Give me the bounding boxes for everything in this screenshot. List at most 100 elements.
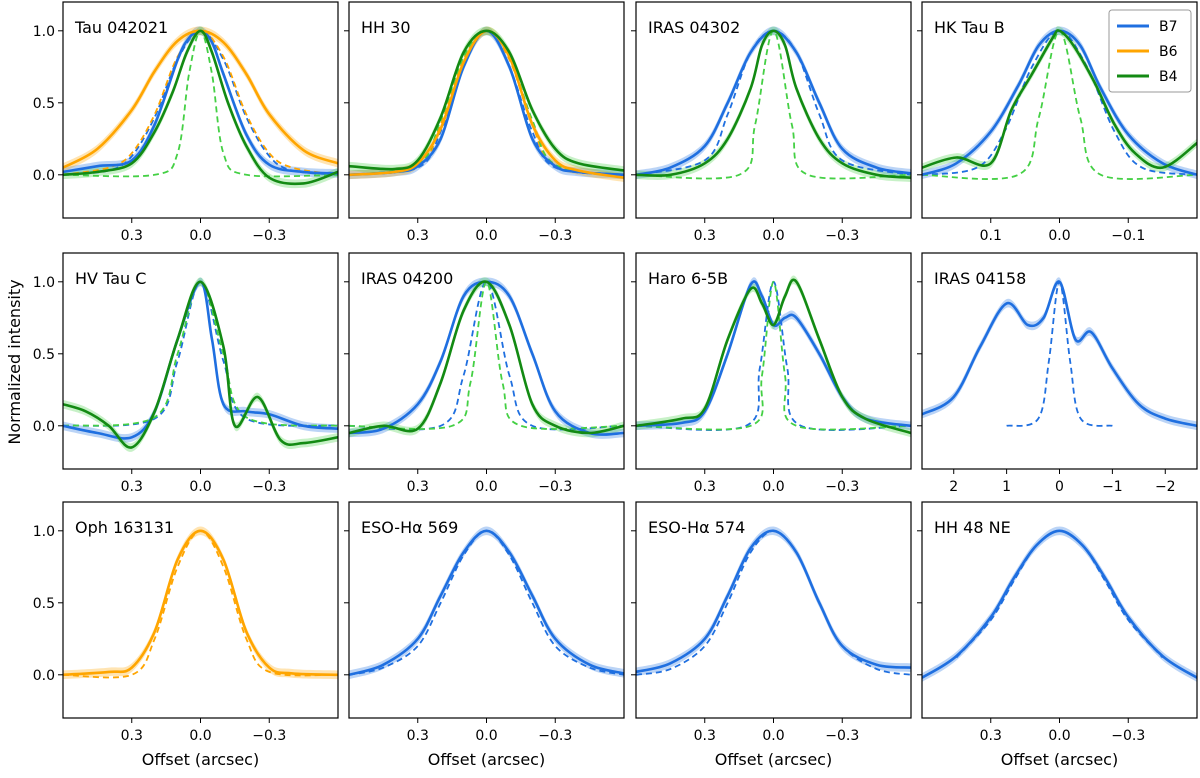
band-b6	[63, 26, 338, 172]
x-tick-label: 0.3	[121, 479, 143, 495]
x-tick-label: −0.3	[252, 228, 286, 244]
plot-area	[636, 526, 911, 677]
panel-5: 0.3 0.0 −0.3 IRAS 04200	[344, 252, 625, 495]
x-tick-label: −2	[1155, 479, 1176, 495]
beam-b7	[922, 29, 1197, 176]
panels-grid: 0.0 0.5 1.0 0.3 0.0 −0.3 Tau 042021 0.3 0.0 −0.3 H…	[33, 1, 1198, 769]
beam-b7	[349, 529, 624, 676]
x-tick-label: 0.0	[762, 479, 784, 495]
series-b4	[636, 29, 911, 179]
beam-b4	[636, 280, 911, 431]
y-tick-label: 0.5	[33, 96, 55, 112]
plot-area	[63, 26, 338, 189]
x-tick-label: 0.3	[407, 228, 429, 244]
panel-3: 0.1 0.0 −0.1 HK Tau B B7 B6 B4	[917, 1, 1198, 244]
panel-11: 0.3 0.0 −0.3 HH 48 NE Offset (arcsec)	[917, 501, 1198, 769]
series-b4	[349, 280, 624, 435]
x-tick-label: 0.3	[121, 728, 143, 744]
legend-label-b4: B4	[1159, 69, 1178, 85]
plot-area	[636, 26, 911, 182]
y-tick-label: 0.0	[33, 668, 55, 684]
beam-b6	[349, 29, 624, 176]
beam-b4	[349, 29, 624, 176]
x-tick-label: 0.0	[475, 228, 497, 244]
panel-0: 0.0 0.5 1.0 0.3 0.0 −0.3 Tau 042021	[33, 1, 339, 244]
beam-b7	[1006, 280, 1113, 427]
x-tick-label: −0.3	[825, 479, 859, 495]
x-tick-label: −0.3	[538, 728, 572, 744]
band-b4	[636, 26, 911, 182]
beam-b7	[63, 29, 338, 176]
plot-area	[636, 275, 911, 438]
x-tick-label: −0.3	[825, 228, 859, 244]
x-tick-label: 0.0	[475, 479, 497, 495]
x-tick-label: 0.0	[762, 228, 784, 244]
panel-1: 0.3 0.0 −0.3 HH 30	[344, 1, 625, 244]
band-b7	[349, 526, 624, 680]
band-b7	[636, 277, 911, 431]
panel-10: 0.3 0.0 −0.3 ESO-Hα 574 Offset (arcsec)	[631, 501, 912, 769]
panel-title: HH 48 NE	[934, 518, 1011, 537]
panel-title: Oph 163131	[75, 518, 174, 537]
x-tick-label: −0.3	[538, 228, 572, 244]
x-tick-label: 0.0	[189, 479, 211, 495]
series-b4	[349, 29, 624, 172]
beam-b4	[349, 280, 624, 430]
legend-label-b7: B7	[1159, 19, 1178, 35]
x-axis-label: Offset (arcsec)	[428, 750, 545, 769]
x-tick-label: 1	[1002, 479, 1011, 495]
panel-title: Tau 042021	[74, 18, 168, 37]
series-b7	[636, 529, 911, 674]
beam-b7	[349, 29, 624, 176]
x-tick-label: 0.3	[407, 728, 429, 744]
y-tick-label: 0.5	[33, 596, 55, 612]
x-tick-label: 0.0	[1048, 728, 1070, 744]
x-tick-label: 0.0	[189, 728, 211, 744]
panel-title: IRAS 04302	[648, 18, 740, 37]
series-b7	[349, 280, 624, 436]
x-tick-label: −0.3	[1111, 728, 1145, 744]
y-tick-label: 1.0	[33, 24, 55, 40]
x-tick-label: 0.3	[407, 479, 429, 495]
x-tick-label: 0.0	[1048, 228, 1070, 244]
x-tick-label: −0.3	[538, 479, 572, 495]
y-tick-label: 0.0	[33, 419, 55, 435]
y-tick-label: 0.0	[33, 168, 55, 184]
x-tick-label: −1	[1102, 479, 1123, 495]
series-b7	[63, 29, 338, 175]
beam-b4	[63, 29, 338, 178]
band-b7	[922, 277, 1197, 431]
legend-box	[1108, 9, 1192, 93]
series-b7	[349, 529, 624, 677]
beam-b7	[636, 280, 911, 431]
legend: B7 B6 B4	[1108, 9, 1192, 93]
x-tick-label: 0.3	[121, 228, 143, 244]
x-axis-label: Offset (arcsec)	[1001, 750, 1118, 769]
x-tick-label: 0.3	[694, 728, 716, 744]
x-tick-label: 0.0	[762, 728, 784, 744]
x-tick-label: 0.1	[980, 228, 1002, 244]
plot-area	[922, 277, 1197, 431]
panel-title: Haro 6-5B	[648, 269, 728, 288]
band-b7	[349, 26, 624, 180]
panel-8: 0.0 0.5 1.0 0.3 0.0 −0.3 Oph 163131 Offset (arc…	[33, 501, 339, 769]
x-tick-label: 0.0	[475, 728, 497, 744]
legend-label-b6: B6	[1159, 44, 1178, 60]
plot-area	[922, 26, 1197, 180]
band-b4	[636, 275, 911, 438]
series-b4	[636, 278, 911, 435]
panel-6: 0.3 0.0 −0.3 Haro 6-5B	[631, 252, 912, 495]
beam-b7	[349, 280, 624, 431]
x-tick-label: 0.3	[980, 728, 1002, 744]
series-b6	[63, 529, 338, 677]
x-tick-label: 0.0	[189, 228, 211, 244]
beam-b4	[63, 280, 338, 427]
x-tick-label: −0.3	[252, 728, 286, 744]
plot-area	[349, 26, 624, 182]
beam-b6	[63, 529, 338, 679]
plot-area	[349, 277, 624, 439]
series-b7	[922, 280, 1197, 428]
band-b7	[63, 26, 338, 178]
panel-title: HV Tau C	[75, 269, 146, 288]
